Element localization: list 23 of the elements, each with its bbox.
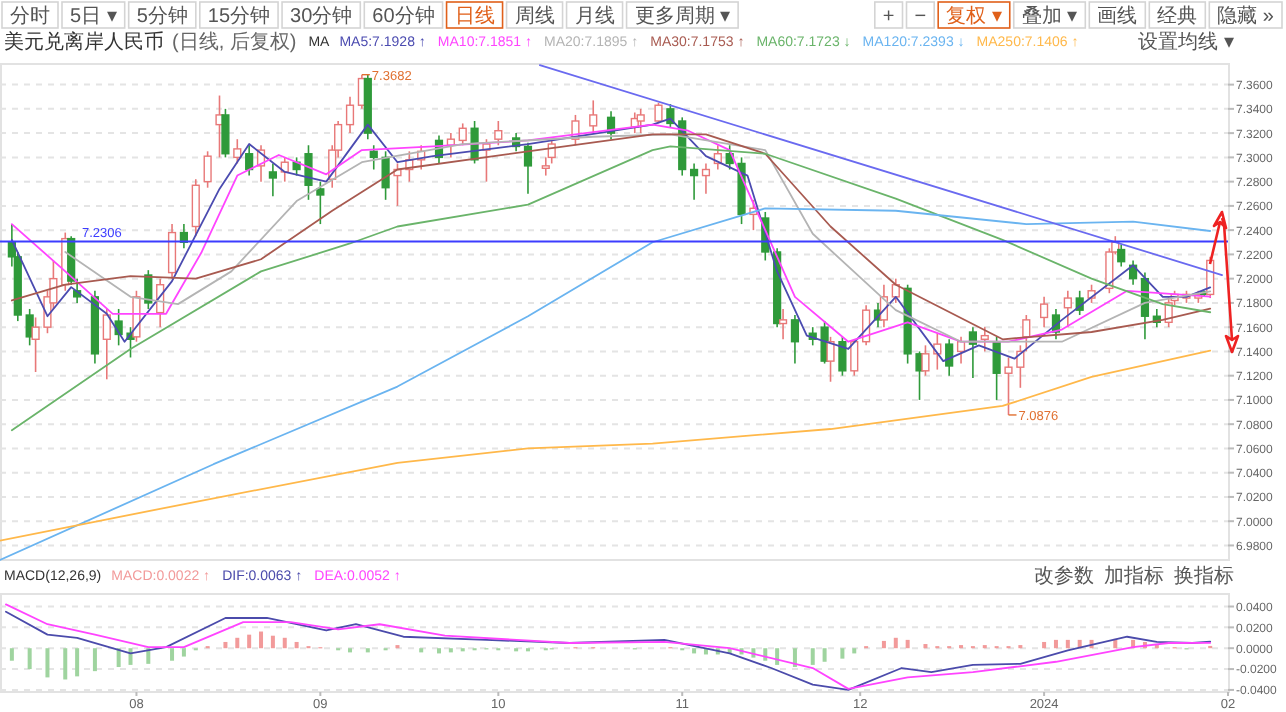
text: 月线 bbox=[574, 4, 615, 28]
text: 分时 bbox=[10, 4, 50, 28]
text: 5分钟 bbox=[136, 4, 188, 28]
text: 复权 ▾ bbox=[946, 4, 1002, 28]
text: 设置均线 ▾ bbox=[1138, 30, 1234, 54]
text: 60分钟 bbox=[372, 4, 435, 28]
text: 更多周期 ▾ bbox=[634, 4, 731, 28]
text: 换指标 bbox=[1174, 564, 1234, 588]
text: 隐藏 » bbox=[1217, 4, 1275, 28]
text: 叠加 ▾ bbox=[1021, 4, 1078, 28]
text: 加指标 bbox=[1104, 564, 1164, 588]
text: 经典 bbox=[1157, 4, 1198, 28]
text: 15分钟 bbox=[207, 4, 271, 28]
text: 周线 bbox=[514, 4, 555, 28]
chart-subtitle: (日线, 后复权) bbox=[172, 30, 297, 54]
text: + bbox=[882, 6, 895, 28]
text: − bbox=[914, 6, 927, 28]
text: 日线 bbox=[454, 4, 495, 28]
chart-title: 美元兑离岸人民币 bbox=[4, 30, 164, 54]
text: 画线 bbox=[1097, 4, 1138, 28]
text: 30分钟 bbox=[290, 4, 353, 28]
text: 5日 ▾ bbox=[70, 6, 117, 28]
text: 改参数 bbox=[1034, 564, 1094, 588]
